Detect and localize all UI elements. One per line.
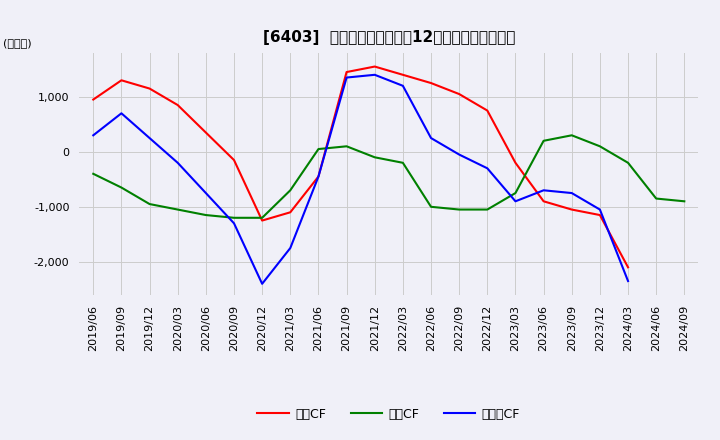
投賄CF — [680, 198, 688, 204]
Legend: 営業CF, 投賄CF, フリーCF: 営業CF, 投賄CF, フリーCF — [253, 403, 525, 425]
営業CF — [511, 160, 520, 165]
営業CF — [145, 86, 154, 91]
営業CF — [595, 213, 604, 218]
フリーCF — [117, 110, 126, 116]
投賄CF — [370, 154, 379, 160]
フリーCF — [427, 136, 436, 141]
投賄CF — [567, 132, 576, 138]
投賄CF — [483, 207, 492, 212]
投賄CF — [511, 191, 520, 196]
営業CF — [286, 209, 294, 215]
営業CF — [342, 70, 351, 75]
投賄CF — [624, 160, 632, 165]
Line: 投賄CF: 投賄CF — [94, 135, 684, 218]
投賄CF — [399, 160, 408, 165]
営業CF — [117, 77, 126, 83]
フリーCF — [595, 207, 604, 212]
投賄CF — [145, 202, 154, 207]
営業CF — [483, 108, 492, 113]
営業CF — [230, 158, 238, 163]
Line: フリーCF: フリーCF — [94, 75, 628, 284]
投賄CF — [202, 213, 210, 218]
Line: 営業CF: 営業CF — [94, 66, 628, 267]
投賄CF — [652, 196, 660, 201]
営業CF — [567, 207, 576, 212]
フリーCF — [145, 136, 154, 141]
フリーCF — [89, 132, 98, 138]
投賄CF — [342, 143, 351, 149]
フリーCF — [399, 83, 408, 88]
営業CF — [314, 174, 323, 179]
営業CF — [427, 81, 436, 86]
フリーCF — [286, 246, 294, 251]
営業CF — [202, 130, 210, 135]
営業CF — [455, 92, 464, 97]
フリーCF — [483, 165, 492, 171]
フリーCF — [230, 220, 238, 226]
営業CF — [624, 264, 632, 270]
投賄CF — [539, 138, 548, 143]
投賄CF — [117, 185, 126, 190]
投賄CF — [455, 207, 464, 212]
投賄CF — [258, 215, 266, 220]
投賄CF — [595, 143, 604, 149]
営業CF — [539, 198, 548, 204]
フリーCF — [624, 279, 632, 284]
営業CF — [89, 97, 98, 102]
営業CF — [399, 72, 408, 77]
フリーCF — [174, 160, 182, 165]
フリーCF — [314, 174, 323, 179]
投賄CF — [427, 204, 436, 209]
フリーCF — [455, 152, 464, 157]
フリーCF — [342, 75, 351, 80]
フリーCF — [567, 191, 576, 196]
投賄CF — [286, 187, 294, 193]
フリーCF — [511, 198, 520, 204]
営業CF — [174, 103, 182, 108]
営業CF — [258, 218, 266, 223]
フリーCF — [370, 72, 379, 77]
フリーCF — [202, 191, 210, 196]
Y-axis label: (百万円): (百万円) — [3, 38, 32, 48]
フリーCF — [258, 281, 266, 286]
投賄CF — [230, 215, 238, 220]
投賄CF — [174, 207, 182, 212]
Title: [6403]  キャッシュフローの12か月移動合計の推移: [6403] キャッシュフローの12か月移動合計の推移 — [263, 29, 515, 45]
営業CF — [370, 64, 379, 69]
投賄CF — [89, 171, 98, 176]
フリーCF — [539, 187, 548, 193]
投賄CF — [314, 147, 323, 152]
